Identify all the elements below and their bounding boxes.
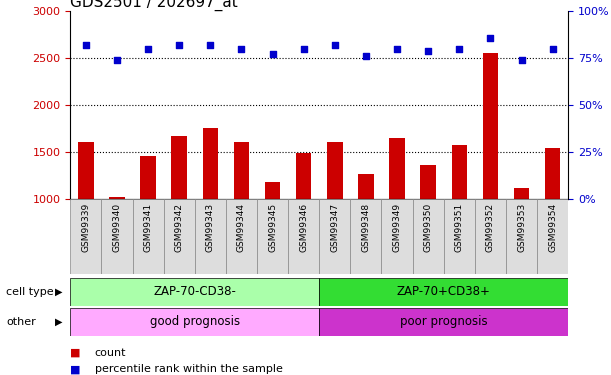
Text: GSM99345: GSM99345 <box>268 202 277 252</box>
FancyBboxPatch shape <box>226 199 257 274</box>
Text: GSM99347: GSM99347 <box>331 202 339 252</box>
Bar <box>545 148 560 199</box>
Bar <box>78 142 93 199</box>
Text: GSM99344: GSM99344 <box>237 202 246 252</box>
Bar <box>483 53 498 199</box>
Point <box>174 42 184 48</box>
Bar <box>320 308 568 336</box>
Text: GSM99350: GSM99350 <box>423 202 433 252</box>
Point <box>268 51 277 57</box>
Point <box>143 46 153 52</box>
Text: ZAP-70+CD38+: ZAP-70+CD38+ <box>397 285 491 298</box>
Text: GSM99354: GSM99354 <box>548 202 557 252</box>
Point <box>236 46 246 52</box>
Bar <box>70 278 320 306</box>
Bar <box>420 165 436 199</box>
Text: GSM99339: GSM99339 <box>81 202 90 252</box>
Text: good prognosis: good prognosis <box>150 315 240 328</box>
Bar <box>514 188 529 199</box>
Text: GSM99343: GSM99343 <box>206 202 215 252</box>
FancyBboxPatch shape <box>164 199 195 274</box>
FancyBboxPatch shape <box>70 199 101 274</box>
Bar <box>109 197 125 199</box>
Text: GSM99351: GSM99351 <box>455 202 464 252</box>
FancyBboxPatch shape <box>101 199 133 274</box>
Point <box>548 46 558 52</box>
FancyBboxPatch shape <box>195 199 226 274</box>
Text: ▶: ▶ <box>56 316 63 327</box>
FancyBboxPatch shape <box>537 199 568 274</box>
FancyBboxPatch shape <box>257 199 288 274</box>
Bar <box>327 142 343 199</box>
Point <box>423 48 433 54</box>
Point <box>81 42 90 48</box>
FancyBboxPatch shape <box>475 199 506 274</box>
Point <box>361 53 371 59</box>
Bar <box>389 138 405 199</box>
FancyBboxPatch shape <box>506 199 537 274</box>
FancyBboxPatch shape <box>444 199 475 274</box>
Point <box>517 57 527 63</box>
Text: GSM99341: GSM99341 <box>144 202 153 252</box>
Text: GSM99342: GSM99342 <box>175 202 184 252</box>
Text: ZAP-70-CD38-: ZAP-70-CD38- <box>153 285 236 298</box>
Bar <box>70 308 320 336</box>
Text: GSM99346: GSM99346 <box>299 202 308 252</box>
Text: ■: ■ <box>70 348 81 357</box>
Bar <box>296 153 312 199</box>
FancyBboxPatch shape <box>320 199 350 274</box>
Point <box>112 57 122 63</box>
Bar <box>202 128 218 199</box>
Text: GDS2501 / 202697_at: GDS2501 / 202697_at <box>70 0 238 11</box>
FancyBboxPatch shape <box>133 199 164 274</box>
Bar <box>172 136 187 199</box>
Text: other: other <box>6 316 36 327</box>
Text: GSM99340: GSM99340 <box>112 202 122 252</box>
Point <box>330 42 340 48</box>
Text: ▶: ▶ <box>56 286 63 297</box>
Point <box>205 42 215 48</box>
Bar <box>265 182 280 199</box>
FancyBboxPatch shape <box>350 199 381 274</box>
FancyBboxPatch shape <box>381 199 412 274</box>
Bar <box>233 142 249 199</box>
Point <box>486 34 496 40</box>
Text: percentile rank within the sample: percentile rank within the sample <box>95 364 282 374</box>
Point <box>299 46 309 52</box>
Text: count: count <box>95 348 126 357</box>
Point <box>455 46 464 52</box>
Text: GSM99353: GSM99353 <box>517 202 526 252</box>
Text: GSM99352: GSM99352 <box>486 202 495 252</box>
FancyBboxPatch shape <box>288 199 320 274</box>
Text: cell type: cell type <box>6 286 54 297</box>
Text: ■: ■ <box>70 364 81 374</box>
Bar <box>358 174 374 199</box>
Text: GSM99349: GSM99349 <box>392 202 401 252</box>
Bar <box>141 156 156 199</box>
FancyBboxPatch shape <box>412 199 444 274</box>
Text: GSM99348: GSM99348 <box>362 202 370 252</box>
Point <box>392 46 402 52</box>
Text: poor prognosis: poor prognosis <box>400 315 488 328</box>
Bar <box>320 278 568 306</box>
Bar <box>452 146 467 199</box>
